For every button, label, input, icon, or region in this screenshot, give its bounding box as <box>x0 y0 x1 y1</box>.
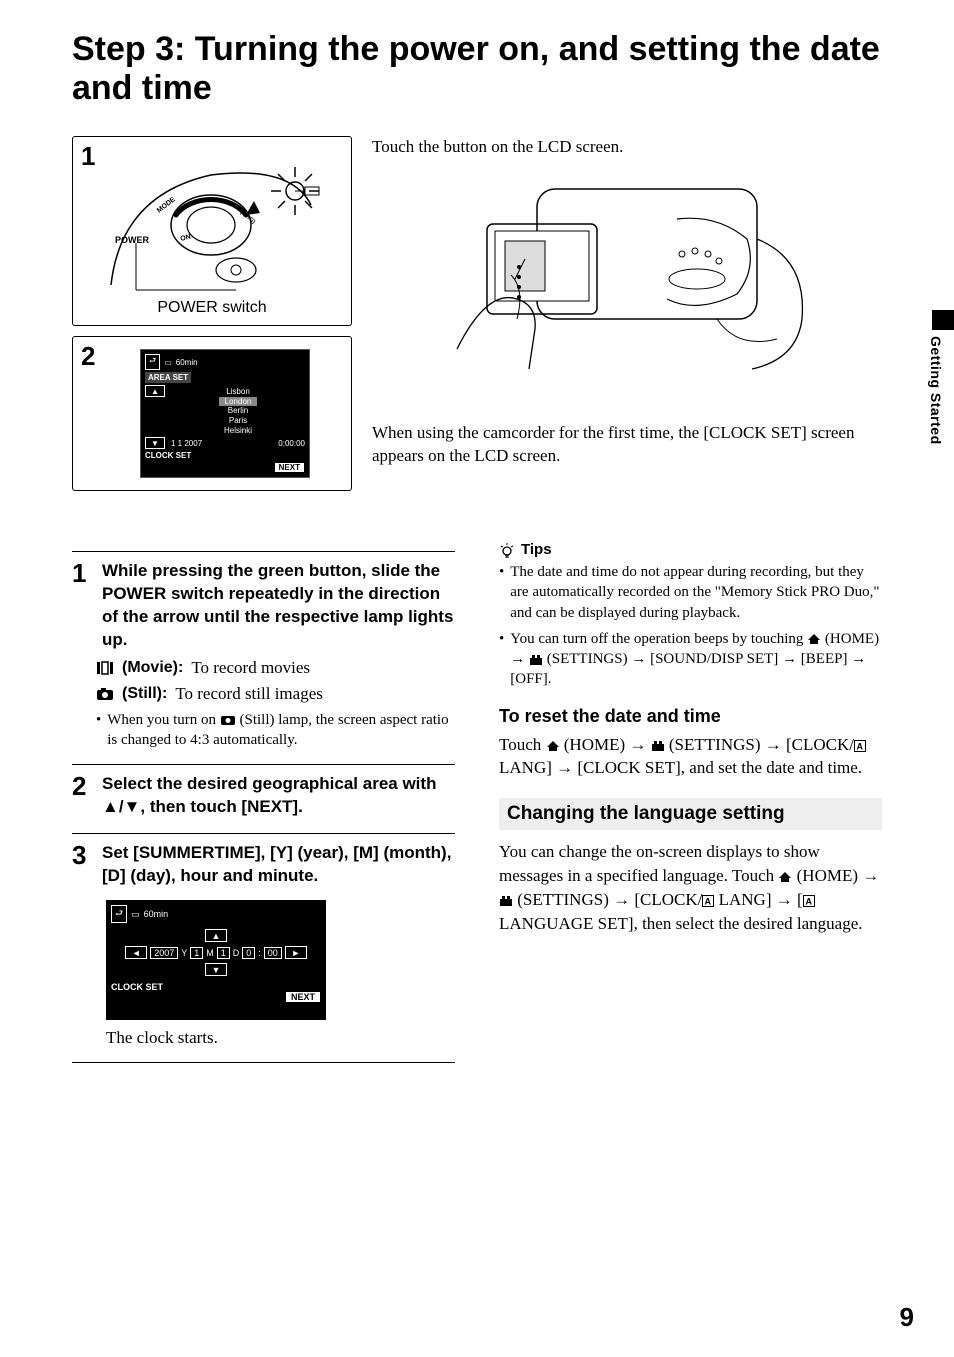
bullet-icon: • <box>96 710 101 751</box>
right-button[interactable]: ► <box>285 946 307 959</box>
lcd-area-set-screen: ⮐ ▭ 60min AREA SET ▲ Lisbon London Berli… <box>140 349 310 478</box>
list-item: Helsinki <box>171 426 305 436</box>
still-desc: To record still images <box>175 684 323 704</box>
lang-a-icon: A <box>702 895 714 907</box>
svg-text:A: A <box>705 896 712 906</box>
step-3-text: Set [SUMMERTIME], [Y] (year), [M] (month… <box>102 842 455 888</box>
tips-icon <box>499 542 515 558</box>
home-icon <box>778 871 792 883</box>
still-icon <box>96 687 114 701</box>
figure-1-caption: POWER switch <box>81 299 343 317</box>
svg-text:POWER: POWER <box>115 235 150 245</box>
city-list: Lisbon London Berlin Paris Helsinki <box>171 387 305 435</box>
settings-icon <box>651 740 665 752</box>
step-1-text: While pressing the green button, slide t… <box>102 560 455 652</box>
lang-a-icon: A <box>854 740 866 752</box>
return-icon: ⮐ <box>145 354 160 370</box>
movie-icon <box>96 661 114 675</box>
language-body: You can change the on-screen displays to… <box>499 840 882 935</box>
tips-heading: Tips <box>521 541 552 558</box>
battery-text: 60min <box>144 909 169 919</box>
step-2-number: 2 <box>72 773 92 819</box>
lang-a-icon: A <box>803 895 815 907</box>
battery-icon: ▭ <box>131 909 140 920</box>
d-label: D <box>233 948 240 958</box>
still-icon <box>220 714 236 726</box>
next-button[interactable]: NEXT <box>285 991 321 1003</box>
month-cell: 1 <box>190 947 203 959</box>
min-cell: 00 <box>264 947 282 959</box>
sun-icon <box>267 163 323 219</box>
settings-icon <box>499 895 513 907</box>
touch-lcd-caption: Touch the button on the LCD screen. <box>372 136 882 159</box>
svg-text:A: A <box>857 741 864 751</box>
right-column: Tips •The date and time do not appear du… <box>499 541 882 1071</box>
up-button[interactable]: ▲ <box>205 929 227 942</box>
step-3-number: 3 <box>72 842 92 888</box>
side-tab: Getting Started <box>928 310 954 460</box>
page-number: 9 <box>900 1302 914 1333</box>
list-item: London <box>219 397 258 407</box>
page-title: Step 3: Turning the power on, and settin… <box>72 30 882 108</box>
step-1-number: 1 <box>72 560 92 652</box>
return-icon: ⮐ <box>111 905 127 923</box>
figure-2-number: 2 <box>81 341 95 372</box>
clock-set-label: CLOCK SET <box>145 451 305 460</box>
svg-text:MODE: MODE <box>156 196 177 215</box>
tip-1: The date and time do not appear during r… <box>510 562 882 623</box>
day-cell: 1 <box>217 947 230 959</box>
figure-1: 1 POWER MODE ON OFF(CHG) <box>72 136 352 326</box>
battery-text: 60min <box>176 358 198 367</box>
home-icon <box>807 633 821 645</box>
reset-heading: To reset the date and time <box>499 706 882 727</box>
svg-text:A: A <box>805 896 812 906</box>
next-button[interactable]: NEXT <box>274 462 305 473</box>
list-item: Lisbon <box>171 387 305 397</box>
movie-label: (Movie): <box>122 659 183 677</box>
clock-set-screen: ⮐ ▭ 60min ▲ ◄ 2007 Y 1 M 1 D 0:00 ► ▼ CL… <box>106 900 326 1020</box>
up-button[interactable]: ▲ <box>145 385 165 397</box>
settings-icon <box>529 654 543 666</box>
m-label: M <box>206 948 214 958</box>
reset-body: Touch (HOME) → (SETTINGS) → [CLOCK/A LAN… <box>499 733 882 781</box>
time-text: 0:00:00 <box>278 439 305 448</box>
still-label: (Still): <box>122 685 167 703</box>
battery-icon: ▭ <box>164 358 172 367</box>
first-time-caption: When using the camcorder for the first t… <box>372 422 882 468</box>
svg-text:ON: ON <box>180 234 192 243</box>
area-set-label: AREA SET <box>145 372 191 383</box>
camcorder-illustration <box>372 159 882 409</box>
left-column: 1 While pressing the green button, slide… <box>72 541 455 1071</box>
step-2-text: Select the desired geographical area wit… <box>102 773 455 819</box>
y-label: Y <box>181 948 187 958</box>
side-tab-label: Getting Started <box>928 336 944 445</box>
figure-2: 2 ⮐ ▭ 60min AREA SET ▲ Lisbon London Ber… <box>72 336 352 491</box>
language-section-heading: Changing the language setting <box>499 798 882 830</box>
movie-desc: To record movies <box>191 658 310 678</box>
year-cell: 2007 <box>150 947 178 959</box>
step-1-bullet: When you turn on (Still) lamp, the scree… <box>107 710 455 751</box>
down-button[interactable]: ▼ <box>205 963 227 976</box>
list-item: Paris <box>171 416 305 426</box>
home-icon <box>546 740 560 752</box>
tip-2: You can turn off the operation beeps by … <box>510 629 882 690</box>
date-text: 1 1 2007 <box>171 439 202 448</box>
clock-starts-text: The clock starts. <box>106 1028 455 1048</box>
list-item: Berlin <box>171 406 305 416</box>
hour-cell: 0 <box>242 947 255 959</box>
down-button[interactable]: ▼ <box>145 437 165 449</box>
left-button[interactable]: ◄ <box>125 946 147 959</box>
